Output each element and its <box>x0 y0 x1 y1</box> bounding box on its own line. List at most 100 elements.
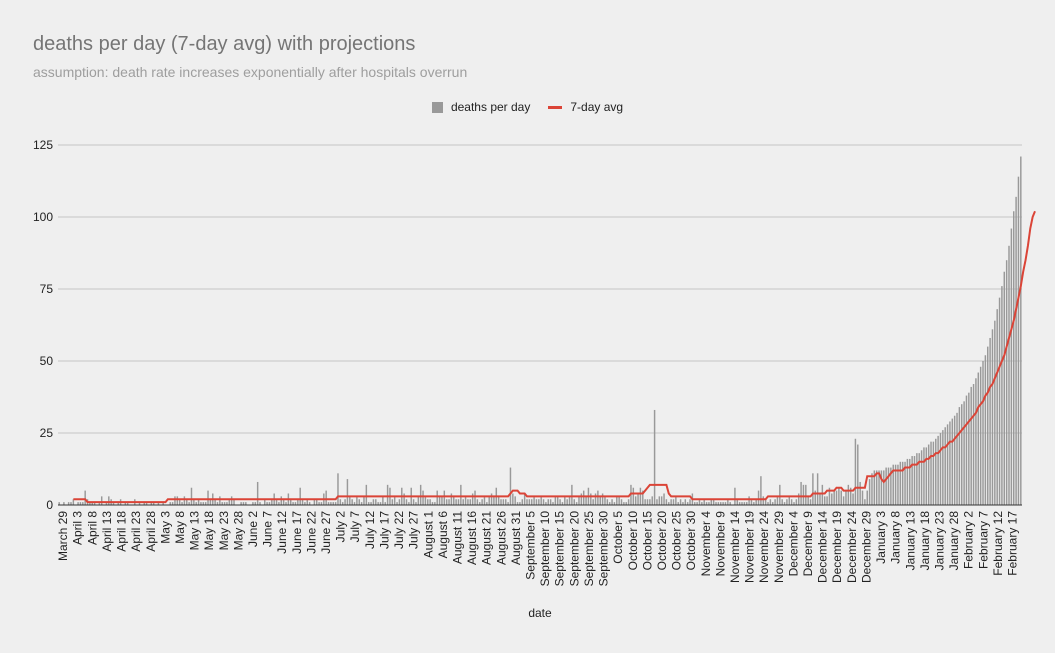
bar <box>214 499 216 505</box>
bar <box>315 499 318 505</box>
x-tick-label: November 29 <box>772 511 786 583</box>
bar <box>306 499 308 505</box>
bar <box>216 502 219 505</box>
x-tick-label: July 17 <box>377 511 391 549</box>
bar <box>58 502 60 505</box>
bar <box>1003 271 1006 505</box>
bar <box>670 499 672 505</box>
bar <box>204 502 207 505</box>
bar <box>689 499 691 505</box>
bar <box>207 490 209 505</box>
bar <box>722 502 724 505</box>
bar <box>327 502 330 505</box>
x-tick-label: January 3 <box>874 511 888 564</box>
bar <box>920 450 923 505</box>
bar <box>519 502 521 505</box>
bar <box>514 496 516 505</box>
x-tick-label: October 10 <box>626 511 640 571</box>
x-tick-label: January 23 <box>932 511 946 571</box>
bar <box>417 496 420 505</box>
bar <box>653 409 656 505</box>
bar <box>989 337 991 505</box>
bar <box>906 458 909 505</box>
bar <box>686 502 689 505</box>
x-tick-label: December 29 <box>859 511 873 583</box>
bar <box>916 453 918 505</box>
bar <box>275 499 278 505</box>
x-tick-label: January 8 <box>889 511 903 564</box>
bar <box>890 467 892 505</box>
bar <box>124 502 127 505</box>
bar <box>616 496 618 505</box>
legend-item-avg[interactable]: 7-day avg <box>548 100 623 114</box>
x-tick-label: January 18 <box>918 511 932 571</box>
bar <box>370 502 372 505</box>
bar <box>82 502 84 505</box>
bar <box>772 502 774 505</box>
bar <box>857 444 859 505</box>
x-tick-label: December 4 <box>786 511 800 577</box>
x-axis-label: date <box>528 606 552 620</box>
bar <box>885 467 887 505</box>
bar <box>301 499 304 505</box>
bar <box>717 502 720 505</box>
x-tick-label: August 11 <box>450 511 464 564</box>
x-tick-label: July 2 <box>334 511 348 543</box>
bar <box>308 502 311 505</box>
bar <box>797 493 800 505</box>
bar <box>299 487 301 505</box>
bar <box>708 502 710 505</box>
bar <box>809 499 812 505</box>
bar <box>98 502 101 505</box>
bar <box>256 481 259 505</box>
bar <box>169 502 171 505</box>
bar <box>790 499 793 505</box>
x-tick-label: May 18 <box>202 511 216 551</box>
bar <box>1001 286 1003 505</box>
bar <box>547 499 549 505</box>
bar <box>516 502 519 505</box>
bar <box>968 392 970 505</box>
bar <box>334 502 337 505</box>
bar <box>434 502 436 505</box>
bar <box>242 502 245 505</box>
legend-item-deaths[interactable]: deaths per day <box>431 100 530 114</box>
x-tick-label: December 14 <box>816 511 830 583</box>
bar <box>634 496 637 505</box>
bar <box>476 499 479 505</box>
bar <box>178 499 181 505</box>
bar <box>112 502 115 505</box>
chart-title: deaths per day (7-day avg) with projecti… <box>33 33 416 55</box>
x-tick-label: May 23 <box>217 511 231 551</box>
x-tick-label: November 14 <box>728 511 742 583</box>
bar <box>436 490 438 505</box>
bar <box>528 499 531 505</box>
bar <box>738 502 741 505</box>
y-axis-ticks: 0 25 50 75 100 125 <box>33 138 53 512</box>
bar <box>762 496 765 505</box>
bar <box>408 502 410 505</box>
bar <box>951 418 954 505</box>
bar <box>100 496 103 505</box>
bar <box>826 496 828 505</box>
bar <box>828 487 831 505</box>
bar <box>748 496 750 505</box>
y-tick-label: 100 <box>33 210 53 224</box>
bar <box>819 493 821 505</box>
bar <box>264 499 266 505</box>
bar <box>471 493 474 505</box>
bar <box>549 499 552 505</box>
bar <box>608 502 611 505</box>
bar <box>696 502 698 505</box>
x-tick-label: May 8 <box>173 511 187 544</box>
x-tick-label: June 27 <box>319 511 333 554</box>
bar <box>658 496 661 505</box>
bar <box>646 499 649 505</box>
bar <box>505 499 507 505</box>
bar <box>108 496 110 505</box>
bar <box>651 496 653 505</box>
bar <box>320 502 323 505</box>
x-tick-label: August 6 <box>436 511 450 559</box>
y-tick-label: 50 <box>40 354 54 368</box>
bar <box>223 502 226 505</box>
